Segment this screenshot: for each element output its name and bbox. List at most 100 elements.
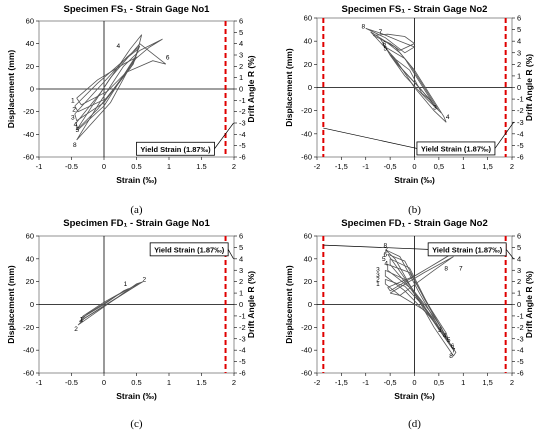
y2-tick-label: -4 [517, 129, 524, 138]
cycle-number-label: 1 [79, 317, 83, 324]
x-tick-label: 1 [167, 162, 171, 171]
hysteresis-series-3 [389, 258, 452, 346]
cycle-number-label: 8 [449, 353, 453, 360]
y2-tick-label: -4 [239, 130, 246, 139]
y2-tick-label: 2 [517, 60, 521, 69]
y2-tick-label: 1 [239, 289, 243, 298]
y2-tick-label: 4 [239, 254, 243, 263]
y2-tick-label: 2 [517, 277, 521, 286]
yield-leader-line-left [323, 127, 418, 149]
y-tick-label: -40 [23, 346, 34, 355]
y-tick-label: -60 [301, 369, 312, 378]
yield-leader-line [214, 122, 234, 149]
x-tick-label: 0.5 [131, 378, 141, 387]
hysteresis-series-6 [384, 279, 440, 328]
y2-tick-label: 3 [517, 266, 521, 275]
y-tick-label: 40 [26, 254, 34, 263]
y2-tick-label: 4 [239, 39, 243, 48]
y2-tick-label: 5 [517, 243, 521, 252]
y2-tick-label: -5 [517, 357, 524, 366]
hysteresis-series-5 [76, 43, 167, 131]
panel-caption: (b) [408, 204, 421, 216]
x-tick-label: 0.5 [131, 162, 141, 171]
y2-tick-label: -1 [239, 96, 246, 105]
cycle-number-label: 4 [116, 43, 120, 50]
y2-tick-label: -3 [517, 118, 524, 127]
yield-leader-line-left [323, 244, 429, 250]
y-tick-label: 60 [304, 232, 312, 241]
hysteresis-series-5 [384, 269, 445, 335]
y2-tick-label: 1 [239, 73, 243, 82]
x-axis-label: Strain (‰) [394, 391, 435, 401]
cycle-number-label: 7 [459, 265, 463, 272]
x-tick-label: 0,5 [434, 162, 444, 171]
y-tick-label: 60 [26, 232, 34, 241]
y2-tick-label: -6 [239, 153, 246, 162]
y2-axis-label: Drift Angle R (%) [524, 271, 534, 338]
x-tick-label: 2 [510, 378, 514, 387]
y2-tick-label: -1 [239, 311, 246, 320]
yield-leader-line [227, 249, 234, 260]
x-tick-label: 1.5 [196, 378, 206, 387]
x-tick-label: -0,5 [384, 162, 397, 171]
y-tick-label: -40 [301, 129, 312, 138]
y2-tick-label: 3 [239, 51, 243, 60]
cycle-number-label: 3 [71, 115, 75, 122]
x-axis-label: Strain (‰) [394, 175, 435, 185]
y2-tick-label: 6 [517, 232, 521, 241]
chart-panel-2: Specimen FS₁ - Strain Gage No2 -2 -1,5 -1 -0… [284, 4, 534, 216]
hysteresis-series-8 [389, 256, 454, 296]
cycle-number-label: 3 [433, 105, 437, 112]
y-tick-label: 20 [304, 60, 312, 69]
cycle-number-label: 2 [72, 107, 76, 114]
y-tick-label: 40 [26, 39, 34, 48]
x-tick-label: -1 [362, 378, 369, 387]
y2-tick-label: -3 [239, 119, 246, 128]
cycle-number-label: 1 [124, 281, 128, 288]
cycle-number-label: 8 [444, 265, 448, 272]
y2-tick-label: -3 [239, 334, 246, 343]
cycle-number-label: 6 [451, 343, 455, 350]
cycle-number-label: 4 [446, 114, 450, 121]
y-tick-label: -60 [23, 153, 34, 162]
x-axis-label: Strain (‰) [116, 175, 157, 185]
x-tick-label: 2 [232, 162, 236, 171]
cycle-number-label: 4 [74, 121, 78, 128]
y2-axis-label: Drift Angle R (%) [246, 271, 256, 338]
y2-tick-label: 3 [239, 266, 243, 275]
y2-tick-label: -4 [517, 346, 524, 355]
hysteresis-series-5 [372, 33, 416, 51]
y2-tick-label: -5 [239, 357, 246, 366]
cycle-number-label: 8 [362, 23, 366, 30]
cycle-number-label: 8 [73, 142, 77, 149]
cycle-number-label: 2 [74, 326, 78, 333]
hysteresis-series-2 [380, 38, 442, 114]
x-tick-label: 1,5 [482, 378, 492, 387]
y-tick-label: 40 [304, 254, 312, 263]
x-tick-label: 0 [412, 162, 416, 171]
y2-tick-label: 2 [239, 277, 243, 286]
chart-panel-4: Specimen FD₁ - Strain Gage No2 -2 -1,5 -1 -0… [284, 218, 534, 430]
x-tick-label: -2 [314, 162, 321, 171]
y2-tick-label: -5 [517, 141, 524, 150]
y2-tick-label: -2 [239, 323, 246, 332]
y2-tick-label: -6 [239, 369, 246, 378]
cycle-number-label: 6 [382, 41, 386, 48]
y2-tick-label: 1 [517, 71, 521, 80]
x-tick-label: -1 [36, 378, 43, 387]
y2-tick-label: 0 [239, 85, 243, 94]
hysteresis-series-4 [389, 54, 432, 102]
yield-strain-label: Yield Strain (1.87‰) [432, 245, 503, 254]
cycle-number-label: 3 [376, 266, 380, 273]
y2-tick-label: 4 [517, 254, 521, 263]
cycle-number-label: 6 [383, 252, 387, 259]
chart-title: Specimen FD₁ - Strain Gage No1 [63, 218, 210, 229]
y2-tick-label: 5 [517, 25, 521, 34]
x-tick-label: 2 [232, 378, 236, 387]
y2-tick-label: -1 [517, 95, 524, 104]
y2-tick-label: -3 [517, 334, 524, 343]
y-tick-label: -20 [23, 107, 34, 116]
cycle-number-label: 7 [452, 347, 456, 354]
x-tick-label: -2 [314, 378, 321, 387]
